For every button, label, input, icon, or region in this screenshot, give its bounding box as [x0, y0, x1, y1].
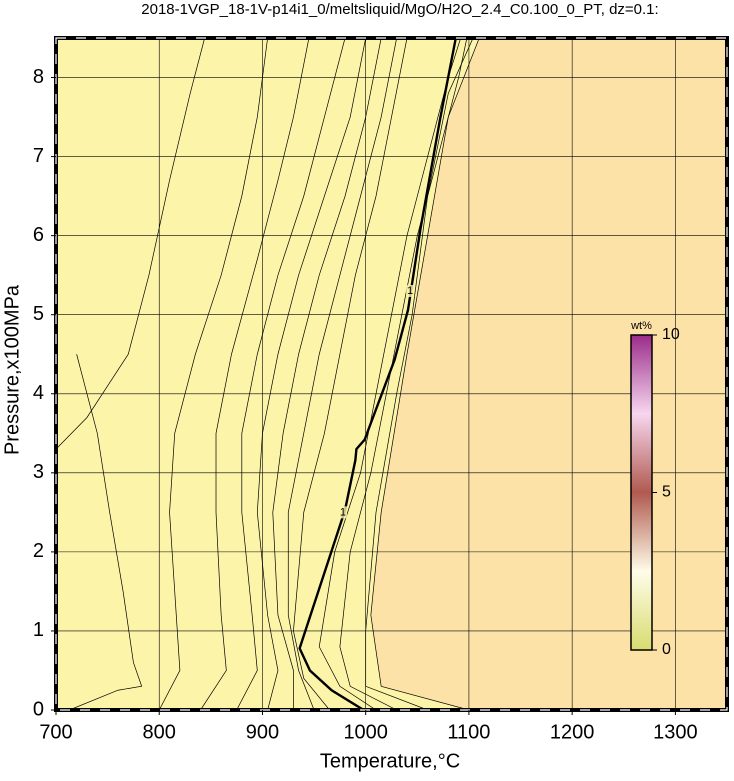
y-tick-label: 0 [33, 698, 44, 720]
contour-label-bg [406, 284, 415, 297]
x-tick-label: 700 [39, 721, 72, 743]
y-tick-label: 8 [33, 66, 44, 88]
plot-frame-inner [55, 37, 728, 711]
contour-line [236, 38, 346, 710]
contour-line [318, 38, 461, 710]
contour-line [158, 38, 268, 710]
contour-line [287, 38, 398, 710]
y-tick-label: 4 [33, 382, 44, 404]
contour-line [339, 38, 468, 710]
colorbar-tick-label: 10 [662, 326, 680, 343]
contour-line [370, 38, 480, 710]
x-tick-label: 1100 [447, 721, 490, 743]
colorbar-label: wt% [630, 320, 652, 332]
colorbar [630, 334, 653, 651]
x-axis-label: Temperature,°C [320, 750, 460, 772]
contour-line [56, 38, 205, 450]
chart-title: 2018-1VGP_18-1V-p14i1_0/meltsliquid/MgO/… [141, 1, 658, 18]
contour-line [298, 39, 457, 710]
y-tick-label: 2 [33, 540, 44, 562]
x-tick-label: 800 [143, 721, 176, 743]
colorbar-tick-label: 0 [662, 641, 671, 658]
y-axis-label: Pressure,x100MPa [1, 284, 23, 455]
contour-label: 1 [340, 506, 346, 518]
contour-line [200, 38, 310, 710]
y-tick-label: 6 [33, 224, 44, 246]
x-tick-label: 900 [246, 721, 279, 743]
contour-line [256, 38, 367, 710]
y-tick-label: 3 [33, 461, 44, 483]
contour-line [365, 38, 474, 710]
x-tick-label: 1300 [653, 721, 698, 743]
x-tick-label: 1000 [343, 721, 388, 743]
y-tick-label: 5 [33, 303, 44, 325]
colorbar-tick-label: 5 [662, 484, 671, 501]
y-tick-label: 1 [33, 619, 44, 641]
contour-label-bg [338, 506, 347, 519]
contour-label: 1 [407, 285, 413, 297]
contour-line [293, 38, 408, 710]
contour-line [272, 38, 382, 710]
x-tick-label: 1200 [550, 721, 595, 743]
y-tick-label: 7 [33, 145, 44, 167]
contour-line [69, 354, 143, 710]
